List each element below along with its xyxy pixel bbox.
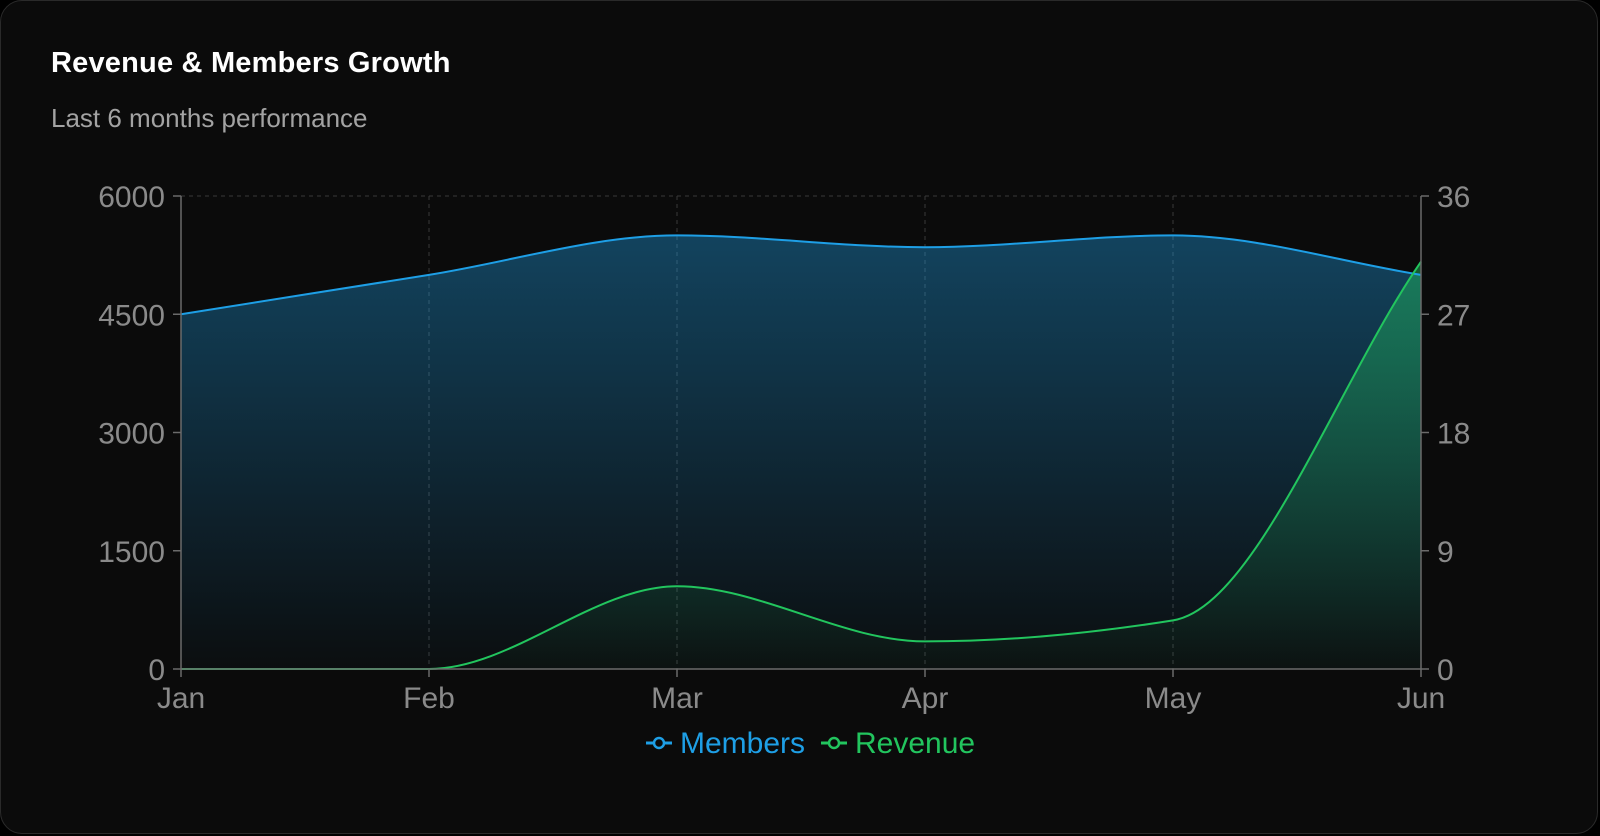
tick-labels: 0 1500 3000 4500 6000 0 9 18 27 36 Jan Feb Mar Apr May… xyxy=(98,181,1470,715)
chart-title: Revenue & Members Growth xyxy=(51,47,451,79)
chart-subtitle: Last 6 months performance xyxy=(51,103,368,133)
revenue-area xyxy=(181,261,1421,669)
members-point-apr[interactable] xyxy=(922,244,928,250)
y-left-tick-label: 4500 xyxy=(98,299,165,332)
x-tick-label-apr: Apr xyxy=(902,682,949,715)
y-right-tick-label: 36 xyxy=(1437,181,1470,214)
members-point-may[interactable] xyxy=(1170,232,1176,238)
series-areas xyxy=(181,235,1421,669)
legend-line-marker-icon xyxy=(821,736,847,750)
legend-item-revenue[interactable]: Revenue xyxy=(821,727,975,760)
members-line xyxy=(180,234,1422,316)
y-left-tick-label: 1500 xyxy=(98,536,165,569)
x-tick-label-mar: Mar xyxy=(651,682,703,715)
revenue-point-may[interactable] xyxy=(1170,617,1176,623)
y-left-tick-label: 3000 xyxy=(98,418,165,451)
x-tick-label-may: May xyxy=(1145,682,1202,715)
legend-line-marker-icon xyxy=(646,736,672,750)
legend: Members Revenue xyxy=(646,727,975,760)
y-right-tick-label: 27 xyxy=(1437,299,1470,332)
y-left-tick-label: 0 xyxy=(148,654,165,687)
legend-item-members[interactable]: Members xyxy=(646,727,805,760)
y-right-tick-label: 9 xyxy=(1437,536,1454,569)
axes xyxy=(173,195,1429,677)
y-left-tick-label: 6000 xyxy=(98,181,165,214)
revenue-point-mar[interactable] xyxy=(674,583,680,589)
x-tick-label-feb: Feb xyxy=(403,682,455,715)
x-tick-label-jan: Jan xyxy=(157,682,205,715)
x-tick-label-jun: Jun xyxy=(1397,682,1445,715)
legend-label-members: Members xyxy=(680,727,805,760)
revenue-point-apr[interactable] xyxy=(922,638,928,644)
members-point-mar[interactable] xyxy=(674,232,680,238)
y-right-tick-label: 0 xyxy=(1437,654,1454,687)
y-right-tick-label: 18 xyxy=(1437,418,1470,451)
members-point-feb[interactable] xyxy=(426,272,432,278)
legend-label-revenue: Revenue xyxy=(855,727,975,760)
members-area xyxy=(181,235,1421,669)
